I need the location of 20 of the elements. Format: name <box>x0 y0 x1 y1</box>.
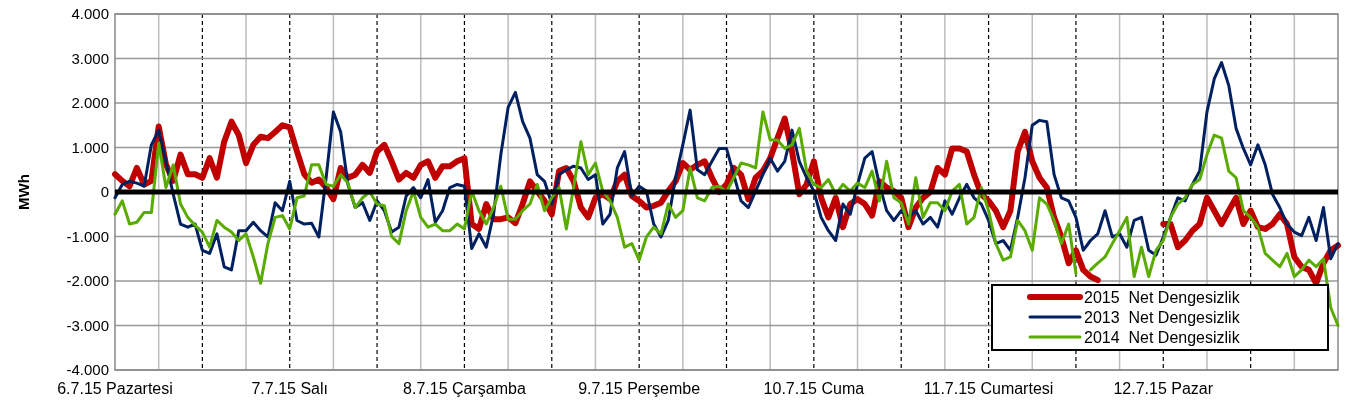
x-tick-label: 9.7.15 Perşembe <box>578 380 701 397</box>
y-tick-label: 2.000 <box>71 94 109 112</box>
legend-label: 2015 Net Dengesizlik <box>1084 288 1241 306</box>
x-tick-label: 8.7.15 Çarşamba <box>403 380 526 397</box>
y-tick-label: 3.000 <box>71 49 109 67</box>
y-tick-label: -3.000 <box>66 316 109 334</box>
x-tick-label: 7.7.15 Salı <box>251 380 328 397</box>
legend-label: 2013 Net Dengesizlik <box>1084 308 1241 326</box>
x-tick-label: 6.7.15 Pazartesi <box>57 380 173 397</box>
y-axis-title: MWh <box>15 174 33 210</box>
x-tick-label: 12.7.15 Pazar <box>1113 380 1214 397</box>
y-tick-label: 1.000 <box>71 138 109 156</box>
x-tick-label: 10.7.15 Cuma <box>763 380 865 397</box>
y-tick-label: -4.000 <box>66 361 109 379</box>
legend-label: 2014 Net Dengesizlik <box>1084 328 1241 346</box>
y-tick-label: 0 <box>100 183 109 201</box>
x-tick-label: 11.7.15 Cumartesi <box>923 380 1054 397</box>
y-tick-label: 4.000 <box>71 5 109 23</box>
y-tick-label: -1.000 <box>66 227 109 245</box>
y-tick-label: -2.000 <box>66 272 109 290</box>
